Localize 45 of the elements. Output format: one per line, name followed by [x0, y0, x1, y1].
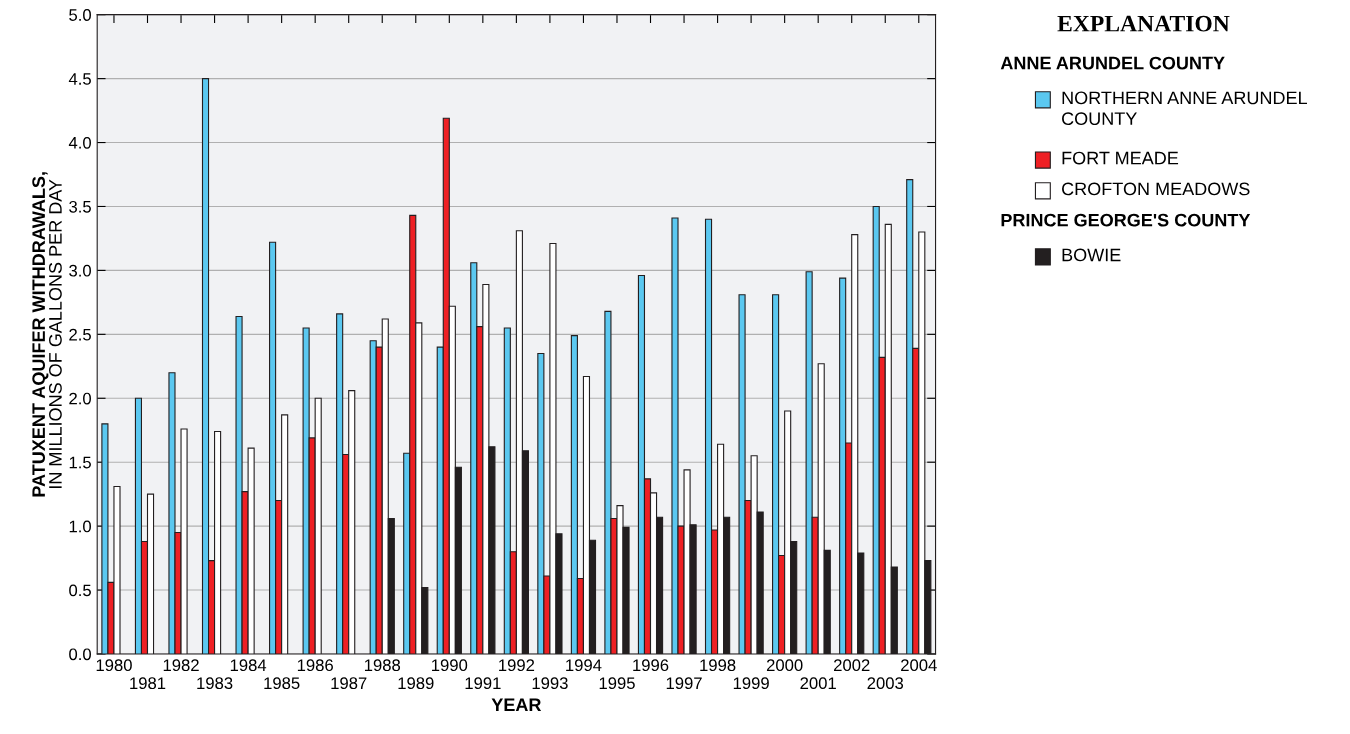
x-tick-label: 1989 [398, 677, 434, 690]
x-tick-label: 1997 [666, 677, 702, 690]
x-tick-label: 1992 [499, 659, 535, 672]
text: ANNE ARUNDEL COUNTY [1000, 56, 1225, 70]
y-tick-label: 0.0 [69, 648, 91, 661]
x-tick-label: 1986 [297, 659, 333, 672]
x-tick-label: 1982 [163, 659, 199, 672]
legend-title: EXPLANATION [1057, 15, 1230, 32]
y-axis-title: PATUXENT AQUIFER WITHDRAWALS, IN MILLIONS OF GALLONS PER DAY [32, 172, 62, 497]
text: PRINCE GEORGE'S COUNTY [1001, 213, 1251, 227]
x-tick-label: 1991 [465, 677, 501, 690]
legend-label: FORT MEADE [1062, 151, 1179, 165]
x-tick-label: 1987 [331, 677, 367, 690]
x-tick-label: 1980 [96, 659, 132, 672]
x-tick-label: 2003 [867, 677, 904, 690]
x-tick-label: 2000 [766, 659, 803, 672]
x-tick-label: 1998 [700, 659, 736, 672]
y-tick-label: 3.0 [69, 264, 91, 277]
y-tick-label: 4.0 [68, 136, 91, 149]
x-tick-label: 1999 [733, 677, 769, 690]
x-tick-label: 2002 [834, 659, 870, 672]
y-tick-label: 1.0 [69, 520, 91, 533]
x-tick-label: 1994 [566, 659, 602, 672]
x-tick-label: 2004 [901, 659, 937, 672]
x-tick-label: 1990 [432, 659, 468, 672]
y-tick-label: 4.5 [68, 73, 91, 85]
x-tick-label: 1983 [197, 677, 233, 690]
y-tick-label: 1.5 [69, 456, 91, 469]
y-tick-label: 0.5 [69, 584, 91, 597]
x-axis-title: YEAR [491, 698, 542, 711]
x-tick-label: 2001 [800, 677, 836, 690]
x-tick-label: 1995 [599, 677, 635, 690]
x-tick-label: 1993 [532, 677, 568, 690]
legend-label: BOWIE [1062, 248, 1121, 262]
y-tick-label: 3.5 [69, 200, 91, 213]
x-tick-label: 1988 [364, 659, 401, 672]
y-tick-label: 2.5 [69, 328, 91, 341]
y-tick-label: 2.0 [69, 392, 91, 405]
x-tick-label: 1981 [130, 677, 166, 690]
legend-label: CROFTON MEADOWS [1062, 182, 1250, 196]
x-tick-label: 1985 [264, 677, 300, 690]
x-tick-label: 1984 [230, 659, 267, 672]
x-tick-label: 1996 [633, 659, 669, 672]
legend-label: NORTHERN ANNE ARUNDEL COUNTY [1062, 91, 1307, 126]
y-tick-label: 5.0 [69, 9, 91, 21]
